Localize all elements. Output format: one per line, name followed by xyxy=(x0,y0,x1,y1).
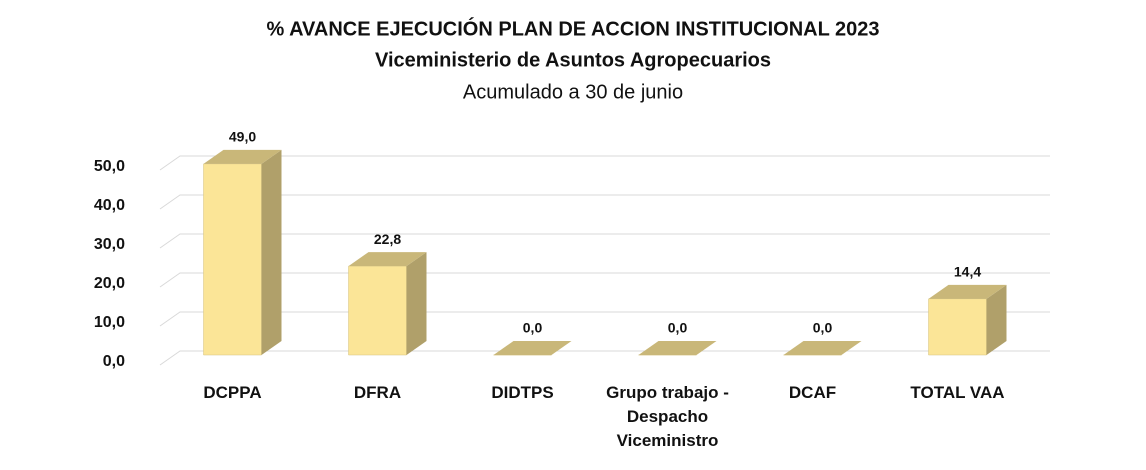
x-tick-label: DIDTPS xyxy=(491,383,554,402)
value-label: 0,0 xyxy=(523,320,543,336)
bar-top xyxy=(203,149,282,164)
bar-top xyxy=(493,341,572,355)
bar-top xyxy=(783,341,862,355)
bar xyxy=(203,149,282,356)
x-tick-label: DCPPA xyxy=(203,383,262,402)
bar-top xyxy=(638,341,717,355)
bar-top xyxy=(348,252,427,267)
y-tick-label: 10,0 xyxy=(94,314,125,331)
x-tick-label: DFRA xyxy=(353,383,402,402)
bar-side xyxy=(261,149,282,355)
grid-line xyxy=(159,350,1050,366)
y-tick-label: 30,0 xyxy=(94,236,125,253)
grid-line xyxy=(159,233,1050,249)
x-tick-label: TOTAL VAA xyxy=(910,383,1005,402)
bar xyxy=(638,341,717,356)
chart-note: Acumulado a 30 de junio xyxy=(463,81,683,103)
grid-line xyxy=(159,194,1050,210)
value-label: 14,4 xyxy=(954,264,981,280)
grid-line xyxy=(159,272,1050,288)
y-tick-label: 50,0 xyxy=(94,158,125,175)
y-tick-label: 20,0 xyxy=(94,275,125,292)
bar-side xyxy=(986,284,1007,355)
bar-front xyxy=(203,163,262,356)
value-label: 0,0 xyxy=(813,320,833,336)
grid-line xyxy=(159,155,1050,171)
bar-top xyxy=(928,284,1007,299)
y-tick-label: 0,0 xyxy=(103,353,125,370)
bar xyxy=(493,341,572,356)
chart-title: % AVANCE EJECUCIÓN PLAN DE ACCION INSTIT… xyxy=(266,16,879,40)
bar xyxy=(928,284,1007,356)
value-label: 22,8 xyxy=(374,231,401,247)
x-tick-label: Grupo trabajo - Despacho Viceministro xyxy=(606,383,729,450)
bar-front xyxy=(348,265,407,356)
bar-front xyxy=(928,298,987,356)
bar xyxy=(783,341,862,356)
bar xyxy=(348,252,427,356)
value-label: 49,0 xyxy=(229,129,256,145)
value-label: 0,0 xyxy=(668,320,688,336)
x-tick-label: DCAF xyxy=(788,383,837,402)
chart-subtitle: Viceministerio de Asuntos Agropecuarios xyxy=(375,49,771,71)
grid-line xyxy=(159,311,1050,327)
y-tick-label: 40,0 xyxy=(94,197,125,214)
bar-side xyxy=(406,252,427,355)
